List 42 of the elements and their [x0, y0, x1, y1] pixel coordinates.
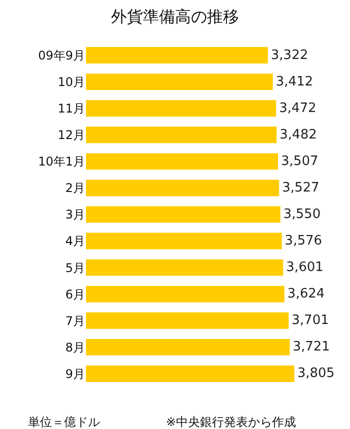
- bar: [86, 259, 284, 276]
- text: ※中央銀行発表から作成: [166, 415, 296, 429]
- data-label: 3,701: [292, 313, 329, 328]
- y-tick-label: 5月: [65, 260, 85, 275]
- data-label: 3,527: [282, 180, 320, 196]
- data-label: 3,721: [292, 340, 330, 355]
- y-tick-label: 12月: [58, 128, 85, 142]
- bar: [86, 47, 268, 64]
- bar: [86, 180, 280, 196]
- y-tick-label: 2月: [65, 181, 85, 196]
- bar: [86, 100, 276, 117]
- y-tick-label: 10年1月: [38, 154, 85, 169]
- y-tick-label: 3月: [65, 208, 85, 222]
- y-tick-label: 9月: [65, 366, 85, 381]
- bar: [86, 74, 273, 90]
- data-label: 3,322: [270, 48, 308, 63]
- data-label: 3,624: [287, 286, 325, 302]
- bar: [86, 286, 284, 302]
- y-tick-label: 11月: [58, 102, 85, 116]
- bar: [86, 232, 282, 250]
- data-label: 3,412: [276, 74, 314, 90]
- text: 単位＝億ドル: [28, 415, 100, 429]
- y-tick-label: 09年9月: [38, 48, 85, 62]
- data-label: 3,576: [284, 234, 322, 249]
- data-label: 3,507: [281, 154, 318, 169]
- data-label: 3,805: [297, 366, 335, 382]
- bar: [86, 338, 290, 356]
- y-tick-label: 10月: [58, 75, 85, 90]
- bar: [86, 366, 294, 382]
- bar: [86, 312, 289, 329]
- y-tick-label: 7月: [65, 314, 85, 328]
- data-label: 3,472: [279, 100, 316, 116]
- bar: [86, 126, 277, 144]
- y-tick-label: 4月: [65, 234, 85, 248]
- data-label: 3,482: [280, 127, 317, 142]
- y-tick-label: 8月: [65, 340, 85, 354]
- bar: [86, 206, 280, 223]
- bar: [86, 153, 278, 170]
- data-label: 3,601: [286, 260, 324, 276]
- y-tick-label: 6月: [65, 287, 85, 302]
- data-label: 3,550: [283, 207, 321, 222]
- chart-title: 外貨準備高の推移: [111, 6, 239, 26]
